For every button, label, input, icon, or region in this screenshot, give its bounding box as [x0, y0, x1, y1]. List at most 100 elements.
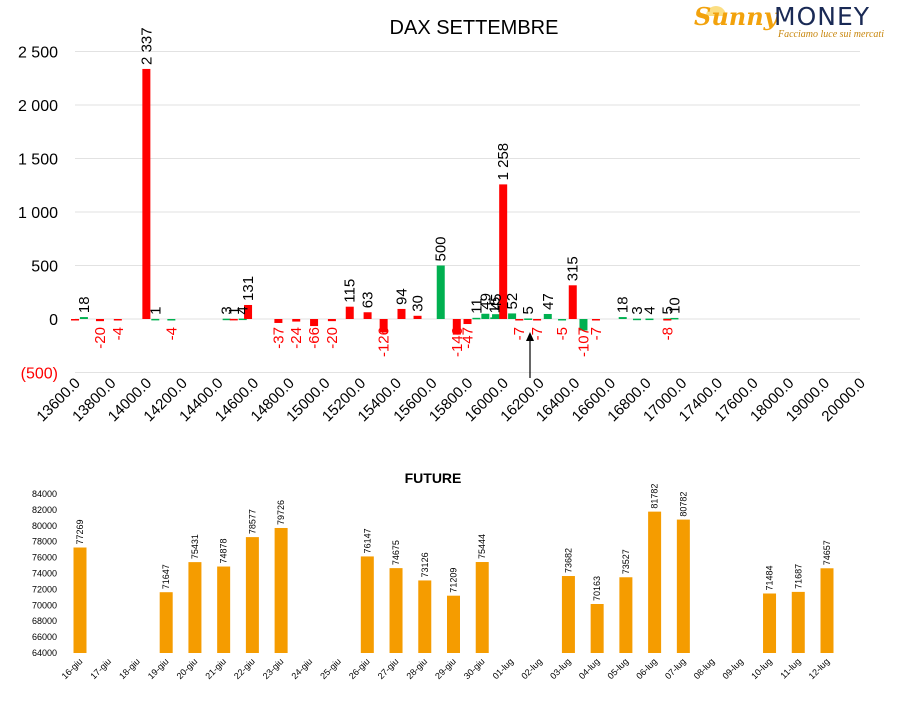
x-tick-label: 22-giu — [232, 656, 257, 681]
y-axis-ticks: (500) 0 500 1 000 1 500 2 000 2 500 — [18, 45, 58, 383]
data-label: 63 — [360, 292, 377, 309]
data-label: 11 — [468, 298, 485, 314]
green-bar — [492, 314, 501, 319]
data-label: -7 — [511, 327, 528, 340]
data-label: 73126 — [420, 552, 430, 577]
red-bar — [95, 319, 104, 322]
red-bar — [463, 319, 472, 325]
data-label: 18 — [76, 296, 93, 313]
data-label: 73682 — [563, 548, 573, 573]
y-tick-label: 74000 — [32, 569, 57, 579]
data-label: -24 — [288, 327, 305, 349]
x-tick-label: 21-giu — [203, 656, 228, 681]
data-label: 131 — [240, 276, 257, 301]
red-bar — [452, 319, 461, 335]
green-bar — [436, 265, 445, 319]
green-bar — [645, 318, 654, 321]
dax-options-chart: DAX SETTEMBRE (500) 0 500 1 000 1 500 2 000 2 … — [18, 17, 869, 425]
red-bar — [379, 319, 388, 333]
x-tick-label: 24-giu — [289, 656, 314, 681]
future-bar — [360, 556, 374, 653]
data-label: -20 — [324, 327, 341, 349]
y-tick-label: 76000 — [32, 553, 57, 563]
future-bar — [763, 593, 777, 653]
green-bar — [558, 319, 567, 321]
x-tick-label: 01-lug — [491, 656, 516, 681]
data-label: 1 — [147, 307, 164, 315]
green-bar — [167, 319, 176, 321]
x-tick-label: 30-giu — [462, 656, 487, 681]
data-label: 73527 — [621, 549, 631, 574]
future-bar — [561, 576, 575, 653]
data-label: 30 — [410, 295, 427, 312]
data-label: -20 — [92, 327, 109, 349]
data-label: 70163 — [592, 576, 602, 601]
x-tick-label: 23-giu — [261, 656, 286, 681]
x-tick-label: 26-giu — [347, 656, 372, 681]
data-label: 71647 — [161, 564, 171, 589]
x-axis-ticks: 16-giu 17-giu 18-giu 19-giu 20-giu 21-giu 22-g… — [60, 656, 832, 681]
red-bar — [397, 308, 406, 319]
data-label: 74675 — [391, 540, 401, 565]
x-tick-label: 16-giu — [60, 656, 85, 681]
data-label: 3 — [219, 306, 236, 314]
red-bar — [292, 319, 301, 322]
green-bar — [618, 317, 627, 319]
future-chart: FUTURE 64000 66000 68000 70000 72000 74000 760… — [32, 470, 834, 681]
x-tick-label: 20-giu — [175, 656, 200, 681]
data-label: 94 — [393, 288, 410, 305]
y-tick-label: 1 000 — [18, 205, 58, 222]
red-bar — [533, 319, 542, 321]
future-bar — [791, 591, 805, 653]
data-label: -7 — [588, 327, 605, 340]
y-tick-label: 64000 — [32, 648, 57, 658]
data-label: 80782 — [678, 492, 688, 517]
x-tick-label: 11-lug — [778, 656, 802, 680]
data-label: -8 — [659, 327, 676, 340]
y-tick-label: 2 500 — [18, 45, 58, 62]
x-tick-label: 07-lug — [663, 656, 688, 681]
y-tick-label: 82000 — [32, 505, 57, 515]
y-tick-label: 78000 — [32, 537, 57, 547]
x-tick-label: 04-lug — [577, 656, 602, 681]
data-label: -37 — [270, 327, 287, 349]
data-label: 74878 — [219, 538, 229, 563]
red-bar — [229, 318, 238, 321]
data-label: -4 — [110, 327, 127, 340]
data-label: 4 — [235, 306, 252, 314]
future-bar — [447, 595, 460, 653]
data-label: 71209 — [449, 568, 459, 593]
logo-sunny-text: Sunny — [694, 2, 778, 31]
y-tick-label: (500) — [21, 366, 58, 383]
data-label: 74657 — [822, 540, 832, 565]
future-bar — [820, 568, 834, 653]
y-tick-label: 0 — [49, 312, 58, 329]
future-bar — [274, 527, 288, 653]
green-bar — [632, 318, 641, 321]
green-bar — [481, 313, 490, 319]
data-label: 78577 — [247, 509, 257, 534]
y-tick-label: 2 000 — [18, 98, 58, 115]
future-bar — [188, 562, 202, 653]
y-tick-label: 66000 — [32, 632, 57, 642]
y-tick-label: 68000 — [32, 616, 57, 626]
green-bar — [543, 313, 552, 319]
x-tick-label: 27-giu — [376, 656, 401, 681]
data-label: 3 — [629, 306, 646, 314]
x-tick-label: 28-giu — [404, 656, 429, 681]
data-label: 77269 — [75, 519, 85, 544]
x-tick-label: 12-lug — [807, 656, 832, 681]
data-label: 315 — [565, 256, 582, 281]
data-label: -126 — [376, 327, 393, 357]
red-bar — [345, 306, 354, 319]
sun-icon — [706, 6, 726, 16]
x-tick-label: 19-giu — [146, 656, 171, 681]
data-labels: 77269 71647 75431 74878 78577 79726 76147 74675… — [75, 484, 832, 601]
data-label: -107 — [575, 327, 592, 357]
y-tick-label: 70000 — [32, 600, 57, 610]
x-tick-label: 02-lug — [519, 656, 544, 681]
data-label: 75431 — [190, 534, 200, 559]
data-label: 1 258 — [495, 143, 512, 181]
red-bar — [71, 319, 79, 321]
